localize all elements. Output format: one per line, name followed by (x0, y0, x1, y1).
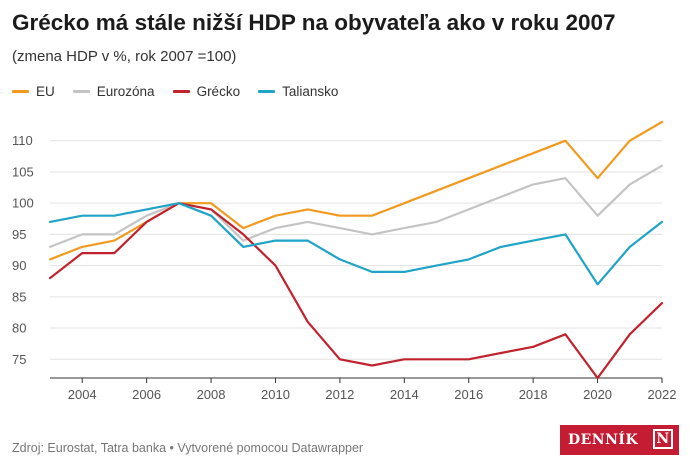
x-tick-label: 2004 (68, 387, 97, 402)
legend-label: Grécko (196, 84, 241, 99)
series-line-taliansko (48, 202, 664, 286)
brand-name: DENNÍK (568, 432, 639, 448)
legend-swatch (12, 90, 29, 93)
legend-item-3: Taliansko (258, 84, 338, 99)
series-line-eu (48, 120, 664, 261)
legend-item-0: EU (12, 84, 55, 99)
legend-label: Taliansko (282, 84, 339, 99)
x-tick-label: 2012 (325, 387, 354, 402)
y-tick-label: 80 (12, 321, 26, 336)
y-tick-label: 95 (12, 227, 26, 242)
x-tick-label: 2006 (132, 387, 161, 402)
x-tick-label: 2008 (197, 387, 226, 402)
x-tick-label: 2016 (454, 387, 483, 402)
y-tick-label: 105 (12, 164, 34, 179)
y-tick-label: 90 (12, 258, 26, 273)
y-tick-label: 85 (12, 289, 26, 304)
x-tick-label: 2020 (583, 387, 612, 402)
x-tick-label: 2010 (261, 387, 290, 402)
y-tick-label: 75 (12, 352, 26, 367)
brand-logo[interactable]: DENNÍK N (560, 425, 679, 455)
y-tick-label: 110 (12, 133, 33, 148)
x-tick-label: 2018 (519, 387, 548, 402)
legend-swatch (72, 90, 90, 93)
legend-item-1: Eurozóna (72, 84, 155, 99)
brand-mark: N (656, 431, 670, 447)
legend-swatch (258, 90, 276, 93)
legend-label: EU (36, 84, 55, 99)
series-line-grécko (48, 202, 664, 380)
legend-label: Eurozóna (96, 84, 155, 99)
chart-title: Grécko má stále nižší HDP na obyvateľa a… (12, 10, 616, 35)
legend-item-2: Grécko (172, 84, 241, 99)
chart-legend: EU Eurozóna Grécko Taliansko (12, 84, 356, 99)
y-tick-label: 100 (12, 196, 34, 211)
x-tick-label: 2014 (390, 387, 419, 402)
x-tick-label: 2022 (648, 387, 677, 402)
source-note: Zdroj: Eurostat, Tatra banka • Vytvorené… (12, 441, 364, 455)
legend-swatch (172, 90, 190, 93)
brand-mark-box: N (653, 429, 673, 449)
series-line-eurozóna (48, 164, 664, 248)
chart-subtitle: (zmena HDP v %, rok 2007 =100) (12, 48, 237, 65)
